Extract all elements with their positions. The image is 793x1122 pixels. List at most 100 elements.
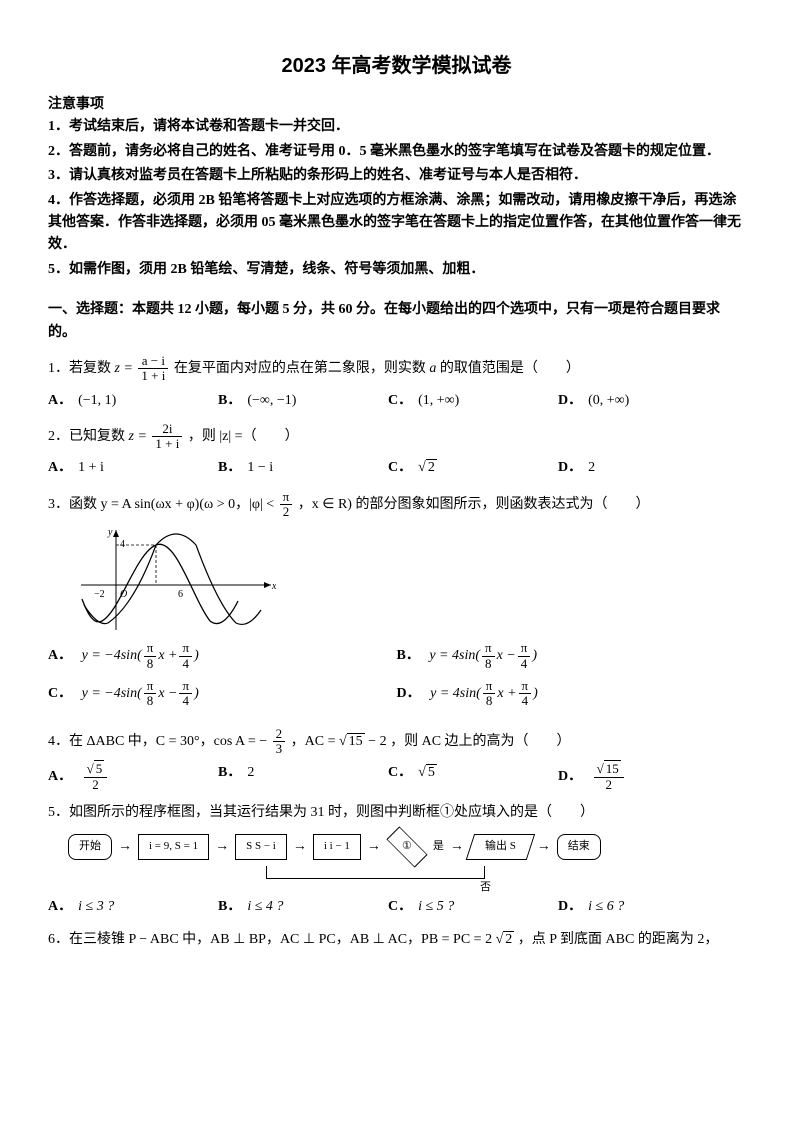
- q1-stem-suffix: 的取值范围是（ ）: [440, 361, 580, 376]
- section-intro: 一、选择题：本题共 12 小题，每小题 5 分，共 60 分。在每小题给出的四个…: [48, 299, 745, 344]
- v: 2: [503, 931, 514, 947]
- q2-option-a: A．1 + i: [48, 457, 218, 479]
- fc-condition: ①: [387, 834, 427, 860]
- q3a-suf: ): [194, 648, 199, 663]
- q4-sqrt15: 15: [339, 733, 365, 749]
- arrow-icon: →: [367, 836, 381, 858]
- svg-text:4: 4: [120, 539, 125, 550]
- q4-option-b: B． 2: [218, 762, 388, 792]
- d: 8: [144, 657, 157, 671]
- q3a-f2: π4: [179, 641, 192, 671]
- q5d: i ≤ 6 ?: [588, 899, 624, 914]
- q6-p1: 6．在三棱锥 P − ABC 中，AB ⊥ BP，AC ⊥ PC，AB ⊥ AC…: [48, 932, 492, 947]
- question-1: 1．若复数 z = a − i 1 + i 在复平面内对应的点在第二象限，则实数…: [48, 354, 745, 384]
- page-title: 2023 年高考数学模拟试卷: [48, 50, 745, 82]
- label-c: C．: [388, 460, 412, 475]
- instruction-4: 4．作答选择题，必须用 2B 铅笔将答题卡上对应选项的方框涂满、涂黑；如需改动，…: [48, 190, 745, 257]
- fc-step1: S S − i: [235, 834, 287, 860]
- q3-option-d: D． y = 4sin(π8x +π4): [397, 679, 746, 709]
- line: [266, 866, 267, 878]
- question-2: 2．已知复数 z = 2i 1 + i ，则 |z| =（ ）: [48, 422, 745, 452]
- q1-a: a: [429, 361, 436, 376]
- q1-frac-num: a − i: [138, 354, 168, 369]
- d: 4: [519, 694, 532, 708]
- q2-frac-num: 2i: [152, 422, 182, 437]
- q4b: 2: [247, 765, 254, 780]
- label-c: C．: [388, 765, 412, 780]
- q5c: i ≤ 5 ?: [418, 899, 454, 914]
- q4c-sqrt: 5: [418, 764, 437, 780]
- q3d-f2: π4: [519, 679, 532, 709]
- instruction-3: 3．请认真核对监考员在答题卡上所粘贴的条形码上的姓名、准考证号与本人是否相符．: [48, 165, 745, 187]
- q3c-f1: π8: [144, 679, 157, 709]
- question-3: 3．函数 y = A sin(ωx + φ)(ω > 0，|φ| < π 2 ，…: [48, 490, 745, 520]
- q1-option-b: B．(−∞, −1): [218, 390, 388, 412]
- cond: ①: [402, 838, 412, 856]
- label-d: D．: [397, 686, 421, 701]
- q4-option-c: C． 5: [388, 762, 558, 792]
- d: 8: [482, 657, 495, 671]
- q2-frac-den: 1 + i: [152, 437, 182, 451]
- label-d: D．: [558, 899, 582, 914]
- q1-z: z =: [115, 361, 133, 376]
- q3b-f1: π8: [482, 641, 495, 671]
- q2-a-text: 1 + i: [78, 460, 104, 475]
- n: π: [144, 679, 157, 694]
- n: π: [519, 679, 532, 694]
- q2-options: A．1 + i B．1 − i C．2 D．2: [48, 457, 745, 479]
- n: π: [483, 679, 496, 694]
- n: 15: [594, 762, 624, 777]
- q3-pi2: π 2: [280, 490, 293, 520]
- q2-stem-prefix: 2．已知复数: [48, 429, 129, 444]
- label-b: B．: [218, 765, 241, 780]
- question-5: 5．如图所示的程序框图，当其运行结果为 31 时，则图中判断框①处应填入的是（ …: [48, 802, 745, 824]
- q1-frac-den: 1 + i: [138, 369, 168, 383]
- q6-p2: ，点 P 到底面 ABC 的距离为 2，: [518, 932, 719, 947]
- d: 4: [179, 694, 192, 708]
- n: 5: [84, 762, 108, 777]
- q4-p2: ，AC =: [291, 734, 339, 749]
- instruction-2: 2．答题前，请务必将自己的姓名、准考证号用 0．5 毫米黑色墨水的签字笔填写在试…: [48, 141, 745, 163]
- q4-option-a: A． 52: [48, 762, 218, 792]
- svg-text:x: x: [271, 581, 276, 592]
- q3a-mid: x +: [158, 648, 177, 663]
- q4-a-frac: 52: [84, 762, 108, 792]
- arrow-icon: →: [450, 836, 464, 858]
- fc-loop-line: 否: [266, 866, 485, 890]
- q1-b-text: (−∞, −1): [247, 393, 296, 408]
- svg-text:−2: −2: [94, 589, 105, 600]
- q4-options: A． 52 B． 2 C． 5 D． 152: [48, 762, 745, 792]
- q3b-mid: x −: [497, 648, 516, 663]
- q4-option-d: D． 152: [558, 762, 745, 792]
- n: π: [144, 641, 157, 656]
- sv: 15: [347, 733, 365, 749]
- q2-stem-mid: ，则 |z| =（ ）: [188, 429, 299, 444]
- d: 8: [144, 694, 157, 708]
- out: 输出 S: [485, 838, 516, 856]
- q3-stem-suffix: ，x ∈ R) 的部分图象如图所示，则函数表达式为（ ）: [298, 497, 650, 512]
- q4a-sqrt: 5: [87, 760, 105, 776]
- arrow-icon: →: [118, 836, 132, 858]
- q2-z: z =: [129, 429, 147, 444]
- n: 2: [273, 727, 286, 742]
- q1-a-text: (−1, 1): [78, 393, 116, 408]
- q4-m2: − 2: [368, 734, 386, 749]
- q1-option-c: C．(1, +∞): [388, 390, 558, 412]
- q6-sqrt2: 2: [496, 931, 515, 947]
- label-c: C．: [388, 899, 412, 914]
- label-a: A．: [48, 899, 72, 914]
- label-b: B．: [218, 899, 241, 914]
- n: π: [179, 641, 192, 656]
- q4-frac1: 23: [273, 727, 286, 757]
- fc-no: 否: [480, 879, 491, 897]
- q4d-sqrt: 15: [597, 760, 621, 776]
- q5-options: A．i ≤ 3 ? B．i ≤ 4 ? C．i ≤ 5 ? D．i ≤ 6 ?: [48, 896, 745, 918]
- arrow-icon: →: [293, 836, 307, 858]
- instruction-1: 1．考试结束后，请将本试卷和答题卡一并交回．: [48, 116, 745, 138]
- fc-end: 结束: [557, 834, 601, 860]
- q5a: i ≤ 3 ?: [78, 899, 114, 914]
- q3a-f1: π8: [144, 641, 157, 671]
- fc-start: 开始: [68, 834, 112, 860]
- q3-option-a: A． y = −4sin(π8x +π4): [48, 641, 397, 671]
- q3d-suf: ): [533, 686, 538, 701]
